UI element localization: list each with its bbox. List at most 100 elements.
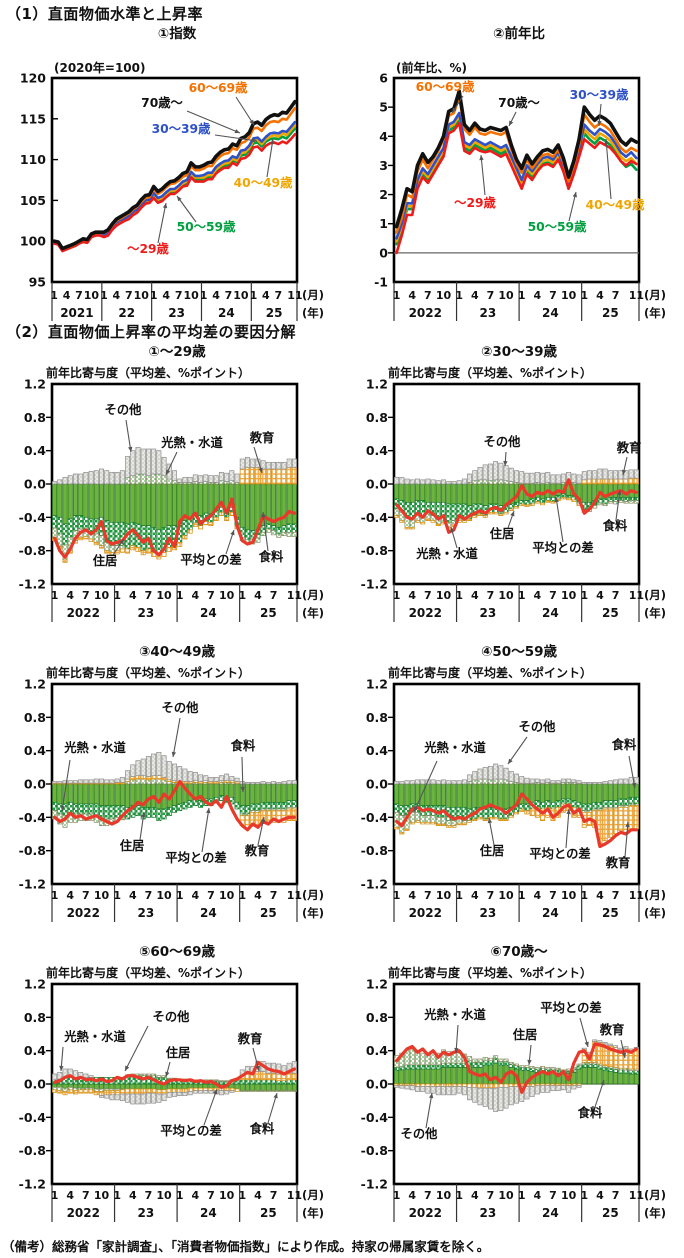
- yoy-chart-panel: ②前年比 (前年比、%) 6 5 4 3 2 1 0 -1 1 4 7 10 2022 1 4 7 10 23 1 4 7 1…: [342, 22, 684, 340]
- x-month-label: 10: [94, 1189, 110, 1202]
- x-month-label: 4: [471, 289, 479, 302]
- x-month-label: 1: [113, 889, 121, 902]
- x-month-label: 10: [183, 289, 199, 302]
- y-tick-label: 0.0: [24, 477, 46, 492]
- y-tick-label: -1: [374, 275, 388, 290]
- y-tick-label: 110: [20, 152, 46, 167]
- x-year-label: 2022: [67, 1206, 100, 1220]
- x-year-label: 2022: [409, 606, 442, 620]
- annotation-label: その他: [401, 1126, 439, 1141]
- x-month-label: 7: [145, 589, 153, 602]
- x-month-label: 1: [250, 289, 258, 302]
- x-month-label: 7: [612, 589, 620, 602]
- x-month-label: 7: [175, 289, 183, 302]
- x-month-label: 4: [212, 289, 220, 302]
- y-tick-label: 0.4: [24, 443, 46, 458]
- x-month-label: 4: [129, 1189, 137, 1202]
- x-month-label: 7: [424, 589, 432, 602]
- x-month-label: 7: [145, 1189, 153, 1202]
- annotation-label: 住居: [93, 553, 118, 568]
- annotation-label: 教育: [599, 1022, 625, 1037]
- x-month-label: 7: [424, 289, 432, 302]
- x-month-label: 1: [393, 889, 401, 902]
- y-tick-label: 0.8: [24, 1010, 46, 1025]
- month-unit-label: (月): [644, 888, 666, 902]
- decomp-over70-svg: ⑥70歳～ 前年比寄与度（平均差、%ポイント）1.2 0.8 0.4 0.0 -0.4 -0…: [361, 943, 666, 1222]
- x-month-label: 4: [596, 589, 604, 602]
- x-month-label: 1: [51, 589, 59, 602]
- x-month-label: 7: [270, 589, 278, 602]
- x-month-label: 1: [113, 589, 121, 602]
- y-tick-label: -0.8: [19, 843, 46, 858]
- chart-title: ④50～59歳: [481, 643, 558, 660]
- x-month-label: 7: [207, 1189, 215, 1202]
- y-tick-label: -1.2: [361, 877, 388, 892]
- x-month-label: 10: [561, 589, 577, 602]
- x-month-label: 4: [408, 289, 416, 302]
- x-month-label: 1: [518, 889, 526, 902]
- chart-title: ②前年比: [493, 25, 545, 42]
- annotation-label: 50～59歳: [177, 219, 237, 234]
- y-tick-label: 4: [379, 129, 388, 144]
- month-unit-label: (月): [302, 588, 324, 602]
- x-month-label: 7: [82, 1189, 90, 1202]
- annotation-label: 平均との差: [180, 552, 241, 567]
- chart-title: ⑤60～69歳: [139, 943, 216, 960]
- x-month-label: 10: [219, 589, 235, 602]
- x-month-label: 1: [238, 889, 246, 902]
- chart-unit: 前年比寄与度（平均差、%ポイント）: [388, 365, 592, 380]
- y-tick-label: -0.4: [19, 1110, 47, 1125]
- decomp-over70-panel: ⑥70歳～ 前年比寄与度（平均差、%ポイント） 1.2 0.8 0.4 0.0 -0.4 -0…: [342, 940, 684, 1240]
- chart-title: ⑥70歳～: [490, 943, 548, 960]
- x-month-label: 7: [549, 1189, 557, 1202]
- x-month-label: 10: [156, 589, 172, 602]
- x-month-label: 4: [129, 889, 137, 902]
- x-month-label: 10: [498, 289, 514, 302]
- x-month-label: 4: [254, 889, 262, 902]
- x-month-label: 7: [487, 889, 495, 902]
- annotation-label: 食料: [577, 1105, 603, 1120]
- year-unit-label: (年): [644, 606, 666, 620]
- x-year-label: 25: [260, 1206, 277, 1220]
- annotation-label: その他: [519, 719, 557, 734]
- annotation-label: 光熱・水道: [160, 435, 223, 450]
- x-month-label: 10: [436, 289, 452, 302]
- annotation-label: その他: [105, 402, 143, 417]
- x-month-label: 10: [498, 1189, 514, 1202]
- x-year-label: 24: [218, 306, 235, 320]
- annotation-label: 平均との差: [529, 846, 590, 861]
- y-tick-label: 1.2: [24, 377, 46, 392]
- x-month-label: 1: [518, 289, 526, 302]
- annotation-label: 光熱・水道: [423, 1007, 486, 1022]
- annotation-label: ～29歳: [127, 241, 169, 256]
- x-month-label: 4: [262, 289, 270, 302]
- x-month-label: 4: [63, 289, 71, 302]
- y-tick-label: -1.2: [19, 1177, 46, 1192]
- x-month-label: 1: [176, 889, 184, 902]
- x-month-label: 1: [455, 589, 463, 602]
- x-month-label: 4: [192, 1189, 200, 1202]
- y-tick-label: -0.8: [361, 1143, 388, 1158]
- x-year-label: 25: [260, 906, 277, 920]
- x-month-label: 7: [424, 889, 432, 902]
- y-tick-label: -0.8: [19, 1143, 46, 1158]
- x-month-label: 10: [436, 1189, 452, 1202]
- x-month-label: 10: [561, 1189, 577, 1202]
- annotation-label: 平均との差: [532, 540, 593, 555]
- x-year-label: 2022: [67, 606, 100, 620]
- x-month-label: 10: [561, 889, 577, 902]
- x-month-label: 10: [219, 889, 235, 902]
- x-month-label: 1: [455, 1189, 463, 1202]
- annotation-label: 光熱・水道: [63, 740, 126, 755]
- decomp-30s-panel: ②30～39歳 前年比寄与度（平均差、%ポイント） 1.2 0.8 0.4 0.0 -0.4…: [342, 340, 684, 640]
- annotation-label: 平均との差: [540, 1000, 601, 1015]
- x-month-label: 7: [487, 1189, 495, 1202]
- decomp-40s-panel: ③40～49歳 前年比寄与度（平均差、%ポイント） 1.2 0.8 0.4 0.0 -0.4…: [0, 640, 342, 940]
- year-unit-label: (年): [302, 606, 324, 620]
- annotation-label: 40～49歳: [586, 197, 646, 212]
- y-tick-label: 0.4: [366, 443, 388, 458]
